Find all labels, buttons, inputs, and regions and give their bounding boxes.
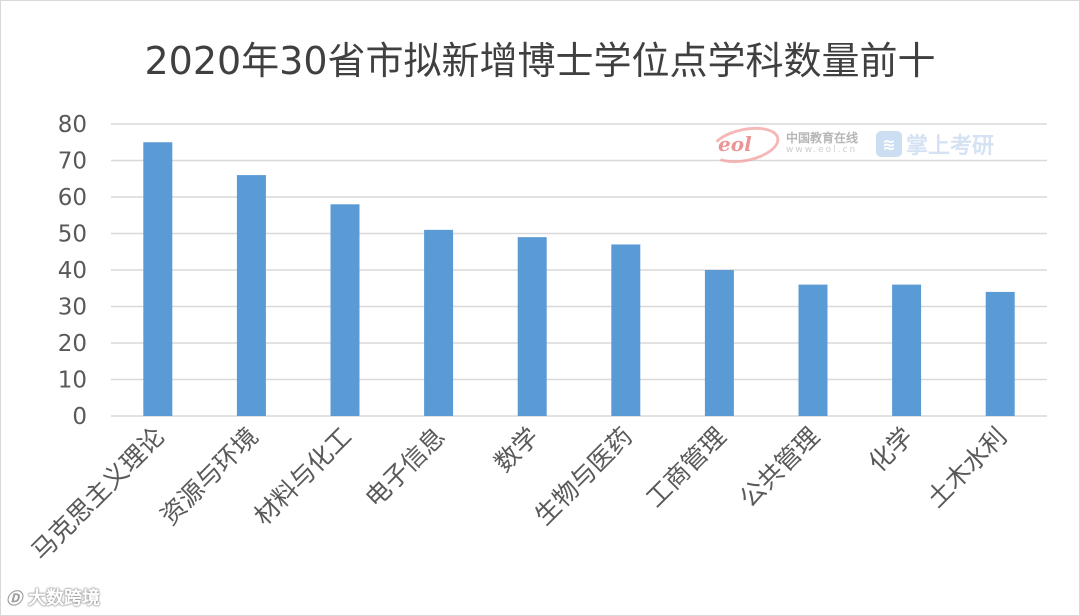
x-tick-label: 公共管理 [734, 422, 825, 513]
watermark: eol 中国教育在线 www.eol.cn ≋ 掌上考研 [707, 121, 995, 169]
x-tick-label: 化学 [863, 422, 919, 478]
y-tick-label: 30 [58, 295, 87, 321]
watermark-url: www.eol.cn [786, 144, 858, 155]
footer-watermark: Ⓓ 大数跨境 [6, 584, 100, 610]
bar [517, 237, 547, 416]
x-tick-label: 生物与医药 [529, 422, 638, 531]
brand-icon: ≋ [876, 131, 903, 157]
x-tick-label: 电子信息 [360, 422, 451, 513]
footer-logo-icon: Ⓓ [6, 589, 23, 608]
y-tick-label: 40 [58, 258, 87, 284]
y-tick-label: 50 [58, 222, 87, 248]
y-tick-label: 20 [58, 331, 87, 357]
x-tick-label: 数学 [489, 422, 545, 478]
bar [611, 244, 641, 416]
eol-logo: eol [707, 121, 783, 169]
bar [704, 270, 734, 416]
watermark-brand: 掌上考研 [906, 134, 995, 159]
footer-name: 大数跨境 [28, 588, 101, 609]
x-tick-label: 资源与环境 [155, 422, 264, 531]
y-tick-label: 80 [58, 112, 87, 138]
y-tick-label: 0 [72, 404, 87, 430]
y-tick-label: 60 [58, 185, 87, 211]
bar [236, 175, 266, 416]
y-tick-label: 70 [58, 149, 87, 175]
x-tick-label: 材料与化工 [248, 422, 357, 531]
y-tick-label: 10 [58, 368, 87, 394]
x-tick-label: 土木水利 [921, 422, 1012, 513]
bar [424, 229, 454, 416]
x-tick-label: 工商管理 [640, 422, 731, 513]
watermark-org-name: 中国教育在线 [786, 131, 859, 146]
bar [330, 204, 360, 416]
x-tick-label: 马克思主义理论 [26, 422, 170, 566]
bar [798, 284, 828, 416]
bar [892, 284, 922, 416]
chart-title: 2020年30省市拟新增博士学位点学科数量前十 [144, 39, 936, 83]
bar [143, 142, 173, 416]
bar [985, 291, 1015, 416]
